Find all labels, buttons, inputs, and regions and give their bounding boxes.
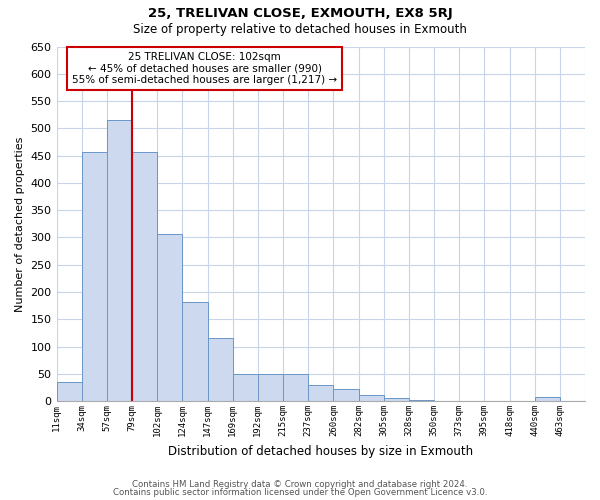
Bar	[359, 394, 383, 401]
Bar	[56, 382, 82, 401]
Bar	[409, 400, 434, 401]
Text: Contains public sector information licensed under the Open Government Licence v3: Contains public sector information licen…	[113, 488, 487, 497]
Bar	[107, 120, 132, 401]
Bar	[334, 389, 359, 401]
Bar	[132, 152, 157, 401]
X-axis label: Distribution of detached houses by size in Exmouth: Distribution of detached houses by size …	[168, 444, 473, 458]
Text: 25 TRELIVAN CLOSE: 102sqm
← 45% of detached houses are smaller (990)
55% of semi: 25 TRELIVAN CLOSE: 102sqm ← 45% of detac…	[72, 52, 337, 85]
Bar	[308, 385, 334, 401]
Text: 25, TRELIVAN CLOSE, EXMOUTH, EX8 5RJ: 25, TRELIVAN CLOSE, EXMOUTH, EX8 5RJ	[148, 8, 452, 20]
Bar	[383, 398, 409, 401]
Bar	[82, 152, 107, 401]
Y-axis label: Number of detached properties: Number of detached properties	[15, 136, 25, 312]
Bar	[233, 374, 258, 401]
Bar	[258, 374, 283, 401]
Bar	[208, 338, 233, 401]
Text: Size of property relative to detached houses in Exmouth: Size of property relative to detached ho…	[133, 22, 467, 36]
Text: Contains HM Land Registry data © Crown copyright and database right 2024.: Contains HM Land Registry data © Crown c…	[132, 480, 468, 489]
Bar	[283, 374, 308, 401]
Bar	[182, 302, 208, 401]
Bar	[157, 234, 182, 401]
Bar	[535, 398, 560, 401]
